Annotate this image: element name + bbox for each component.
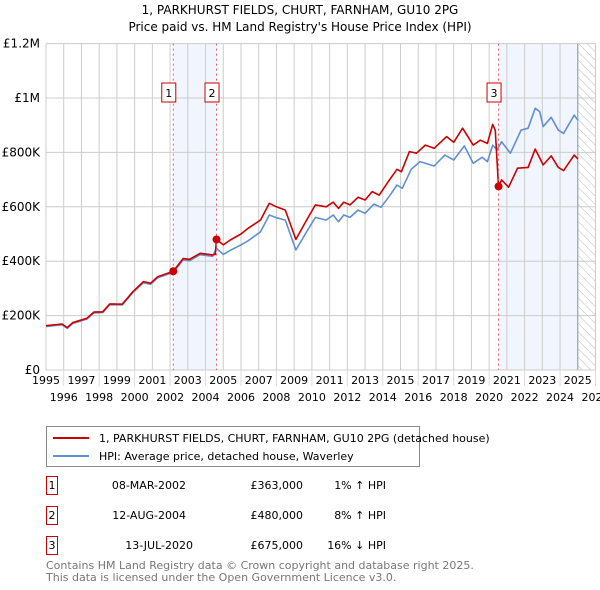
footer: Contains HM Land Registry data © Crown c… (46, 560, 474, 584)
x-tick-label: 2008 (262, 391, 290, 404)
y-tick-label: £0 (25, 363, 40, 377)
legend-label: HPI: Average price, detached house, Wave… (99, 449, 354, 463)
legend: 1, PARKHURST FIELDS, CHURT, FARNHAM, GU1… (46, 426, 490, 467)
transaction-price: £675,000 (250, 539, 304, 552)
footer-licence: This data is licensed under the Open Gov… (46, 571, 397, 584)
footer-copyright: Contains HM Land Registry data © Crown c… (46, 559, 474, 572)
hpi-line (45, 107, 579, 330)
x-tick-label: 2002 (156, 391, 184, 404)
transaction-price: £363,000 (250, 479, 304, 492)
transaction-row: 2 12-AUG-2004 £480,000 8% ↑ HPI (46, 506, 446, 526)
x-tick-label: 2003 (174, 374, 202, 387)
legend-item-property: 1, PARKHURST FIELDS, CHURT, FARNHAM, GU1… (53, 430, 490, 446)
transaction-number: 3 (46, 536, 58, 555)
x-tick-label: 2018 (440, 391, 468, 404)
x-tick-label: 2005 (209, 374, 237, 387)
y-tick-label: £1.2M (3, 37, 40, 51)
chart-subtitle: Price paid vs. HM Land Registry's House … (128, 20, 471, 34)
transaction-row: 3 13-JUL-2020 £675,000 16% ↓ HPI (46, 536, 446, 556)
y-tick-label: £200K (2, 309, 42, 323)
sale-label-box (486, 82, 502, 103)
x-tick-label: 1999 (103, 374, 131, 387)
transaction-number: 2 (46, 506, 58, 525)
transaction-number: 1 (46, 476, 58, 495)
transaction-hpi: 1% ↑ HPI (334, 479, 386, 492)
x-tick-label: 2019 (457, 374, 485, 387)
x-tick-label: 1995 (32, 374, 60, 387)
x-tick-label: 2007 (245, 374, 273, 387)
x-tick-label: 2016 (404, 391, 432, 404)
x-tick-label: 1997 (67, 374, 95, 387)
sale-label: 3 (491, 87, 498, 100)
price-chart: 1, PARKHURST FIELDS, CHURT, FARNHAM, GU1… (2, 3, 600, 404)
x-tick-label: 2006 (227, 391, 255, 404)
x-tick-label: 2014 (369, 391, 397, 404)
x-tick-label: 2000 (121, 391, 149, 404)
legend-swatch-blue (53, 455, 89, 457)
y-tick-label: £800K (2, 145, 42, 159)
transaction-hpi: 8% ↑ HPI (334, 509, 386, 522)
x-tick-label: 2021 (493, 374, 521, 387)
x-tick-label: 2017 (422, 374, 450, 387)
legend-swatch-red (53, 437, 89, 439)
x-tick-label: 2013 (351, 374, 379, 387)
sale-label: 2 (209, 87, 216, 100)
transaction-date: 08-MAR-2002 (111, 479, 186, 492)
y-tick-label: £400K (2, 254, 42, 268)
transaction-price: £480,000 (250, 509, 304, 522)
x-tick-label: 2012 (333, 391, 361, 404)
x-tick-label: 1996 (50, 391, 78, 404)
x-tick-label: 2026 (582, 391, 600, 404)
sale-point (169, 267, 178, 276)
x-tick-label: 2015 (387, 374, 415, 387)
x-tick-label: 2004 (192, 391, 220, 404)
chart-title: 1, PARKHURST FIELDS, CHURT, FARNHAM, GU1… (142, 3, 459, 17)
transaction-hpi: 16% ↓ HPI (327, 539, 386, 552)
legend-item-hpi: HPI: Average price, detached house, Wave… (53, 448, 354, 464)
x-tick-label: 2001 (138, 374, 166, 387)
y-tick-label: £600K (2, 200, 42, 214)
legend-label: 1, PARKHURST FIELDS, CHURT, FARNHAM, GU1… (99, 431, 490, 445)
x-tick-label: 2020 (475, 391, 503, 404)
transaction-date: 13-JUL-2020 (125, 539, 193, 552)
x-tick-label: 2023 (528, 374, 556, 387)
x-tick-label: 2009 (280, 374, 308, 387)
sale-label-box (161, 82, 177, 103)
y-tick-label: £1M (14, 91, 40, 105)
x-tick-label: 2025 (564, 374, 592, 387)
x-tick-label: 2022 (511, 391, 539, 404)
transaction-date: 12-AUG-2004 (112, 509, 186, 522)
sale-point (494, 182, 503, 191)
sale-label: 1 (165, 87, 172, 100)
x-tick-label: 2024 (546, 391, 574, 404)
x-tick-label: 2011 (316, 374, 344, 387)
x-tick-label: 1998 (85, 391, 113, 404)
sale-label-box (204, 82, 220, 103)
sale-point (212, 235, 221, 244)
x-tick-label: 2010 (298, 391, 326, 404)
transaction-row: 1 08-MAR-2002 £363,000 1% ↑ HPI (46, 476, 446, 496)
